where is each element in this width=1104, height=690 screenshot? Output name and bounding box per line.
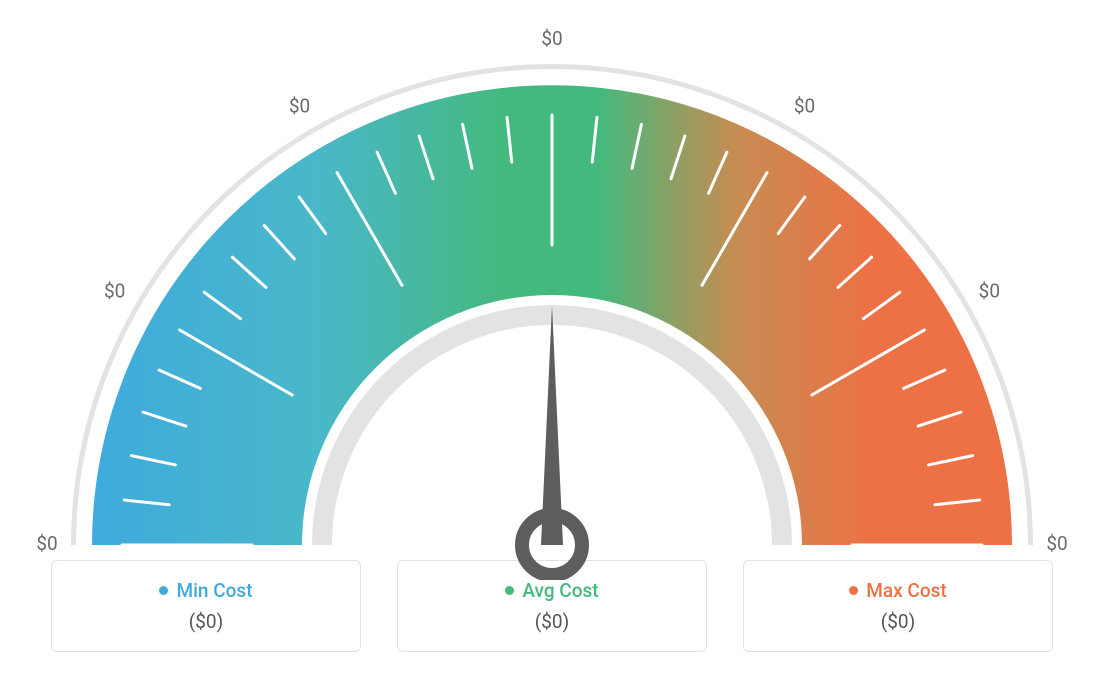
dot-icon <box>505 586 514 595</box>
gauge-svg: $0 $0 $0 $0 $0 $0 $0 <box>0 20 1104 580</box>
svg-text:$0: $0 <box>979 280 1000 303</box>
legend-avg-value: ($0) <box>535 610 569 633</box>
legend-avg-title: Avg Cost <box>505 579 598 602</box>
dot-icon <box>159 586 168 595</box>
svg-text:$0: $0 <box>794 95 815 118</box>
svg-text:$0: $0 <box>289 95 310 118</box>
legend-min-label: Min Cost <box>176 579 252 602</box>
dot-icon <box>849 586 858 595</box>
svg-text:$0: $0 <box>1046 532 1067 555</box>
legend-avg-label: Avg Cost <box>522 579 598 602</box>
legend-max-value: ($0) <box>881 610 915 633</box>
gauge-container: $0 $0 $0 $0 $0 $0 $0 <box>0 0 1104 560</box>
svg-text:$0: $0 <box>541 27 562 50</box>
legend-min-value: ($0) <box>189 610 223 633</box>
svg-text:$0: $0 <box>36 532 57 555</box>
legend-max-title: Max Cost <box>849 579 946 602</box>
legend-max-label: Max Cost <box>866 579 946 602</box>
svg-text:$0: $0 <box>104 280 125 303</box>
legend-min-title: Min Cost <box>159 579 252 602</box>
